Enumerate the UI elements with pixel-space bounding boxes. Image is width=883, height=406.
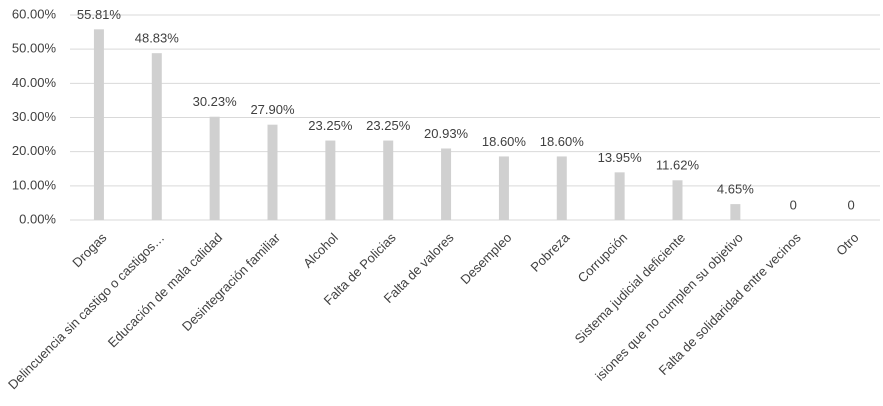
data-label: 23.25% bbox=[366, 118, 411, 133]
bar bbox=[151, 53, 162, 220]
bar bbox=[325, 140, 336, 220]
y-tick-label: 0.00% bbox=[19, 211, 56, 226]
x-tick-label: Otro bbox=[833, 230, 861, 258]
bar bbox=[672, 180, 683, 220]
x-tick-label: Corrupción bbox=[575, 230, 631, 286]
x-tick-label: Sistema judicial deficiente bbox=[572, 230, 688, 346]
y-tick-label: 20.00% bbox=[12, 143, 57, 158]
bar bbox=[730, 204, 741, 220]
data-label: 18.60% bbox=[540, 134, 585, 149]
y-tick-label: 30.00% bbox=[12, 109, 57, 124]
data-label: 11.62% bbox=[656, 158, 700, 173]
y-tick-label: 50.00% bbox=[12, 41, 57, 56]
x-tick-label: Alcohol bbox=[300, 230, 341, 271]
x-tick-label: Desintegración familiar bbox=[179, 229, 284, 334]
x-tick-label: Educación de mala calidad bbox=[105, 230, 225, 350]
bar bbox=[614, 172, 625, 220]
bar bbox=[441, 148, 452, 220]
data-label: 20.93% bbox=[424, 126, 469, 141]
x-tick-label: Desempleo bbox=[457, 230, 514, 287]
x-tick-label: Drogas bbox=[69, 230, 110, 271]
bar bbox=[383, 140, 394, 220]
x-tick-label: Pobreza bbox=[527, 229, 572, 274]
data-label: 23.25% bbox=[308, 118, 353, 133]
bar bbox=[267, 124, 278, 220]
y-tick-label: 60.00% bbox=[12, 6, 57, 21]
data-label: 0 bbox=[790, 197, 797, 212]
data-label: 27.90% bbox=[250, 102, 295, 117]
data-label: 55.81% bbox=[77, 7, 122, 22]
bar bbox=[498, 156, 509, 220]
data-label: 0 bbox=[847, 197, 854, 212]
bar bbox=[556, 156, 567, 220]
bar bbox=[209, 116, 220, 220]
data-label: 18.60% bbox=[482, 134, 527, 149]
bar bbox=[93, 29, 104, 221]
data-label: 48.83% bbox=[135, 31, 180, 46]
y-tick-label: 10.00% bbox=[12, 177, 57, 192]
y-tick-label: 40.00% bbox=[12, 75, 57, 90]
data-label: 30.23% bbox=[193, 94, 238, 109]
data-label: 4.65% bbox=[717, 182, 754, 197]
data-label: 13.95% bbox=[598, 150, 643, 165]
